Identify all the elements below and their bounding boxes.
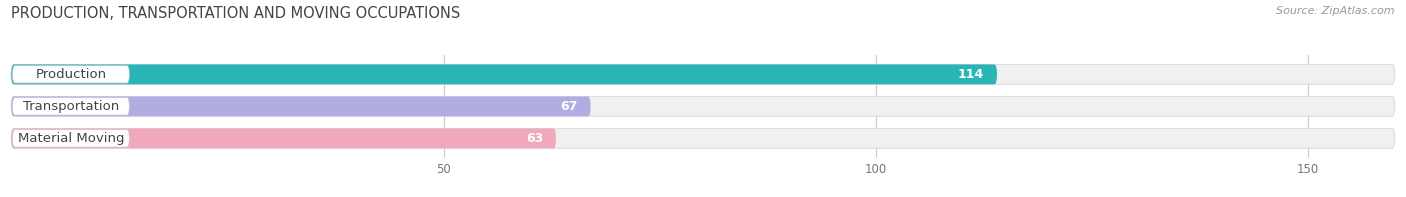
Text: 114: 114 — [957, 68, 984, 81]
FancyBboxPatch shape — [13, 130, 129, 147]
FancyBboxPatch shape — [11, 64, 1395, 84]
Text: 67: 67 — [560, 100, 578, 113]
Text: Production: Production — [35, 68, 107, 81]
Text: Source: ZipAtlas.com: Source: ZipAtlas.com — [1277, 6, 1395, 16]
Text: PRODUCTION, TRANSPORTATION AND MOVING OCCUPATIONS: PRODUCTION, TRANSPORTATION AND MOVING OC… — [11, 6, 461, 21]
FancyBboxPatch shape — [13, 98, 129, 115]
FancyBboxPatch shape — [11, 128, 1395, 148]
Text: Transportation: Transportation — [22, 100, 120, 113]
FancyBboxPatch shape — [13, 66, 129, 83]
FancyBboxPatch shape — [11, 97, 1395, 116]
FancyBboxPatch shape — [11, 97, 591, 116]
FancyBboxPatch shape — [11, 64, 997, 84]
FancyBboxPatch shape — [11, 128, 555, 148]
Text: 63: 63 — [526, 132, 543, 145]
Text: Material Moving: Material Moving — [18, 132, 124, 145]
